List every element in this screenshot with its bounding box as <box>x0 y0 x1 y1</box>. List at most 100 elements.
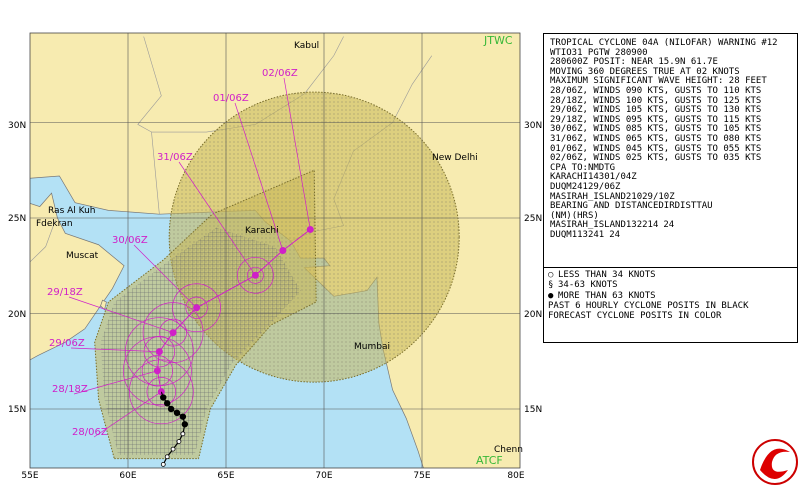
wind-radius <box>172 283 221 333</box>
past-posit <box>179 413 187 420</box>
past-posit <box>181 421 189 428</box>
forecast-time-label: 30/06Z <box>112 235 148 246</box>
lat-label: 15N <box>524 405 542 415</box>
bearing-subheader: (HRS) <box>571 210 599 221</box>
place: Chenn <box>494 445 523 455</box>
warning-panel: TROPICAL CYCLONE 04A (NILOFAR) WARNING #… <box>543 33 798 268</box>
lon-label: 55E <box>21 471 38 481</box>
forecast-time-label: 02/06Z <box>262 68 298 79</box>
legend-row: § 34-63 KNOTS <box>548 281 797 291</box>
past-posit <box>160 394 167 401</box>
island <box>100 299 107 311</box>
warning-line: 01/06Z, WINDS 045 KTS, GUSTS TO 055 KTS <box>550 143 762 154</box>
cpa-cell: 01/04Z <box>604 172 637 183</box>
bearing-header: DIST <box>674 201 697 212</box>
text-row: 31/06Z, WINDS 065 KTS, GUSTS TO 080 KTS <box>550 134 797 145</box>
cpa-cell: 29/10Z <box>642 191 675 202</box>
text-row: TROPICAL CYCLONE 04A (NILOFAR) WARNING #… <box>550 38 797 49</box>
lat-label: 30N <box>524 121 542 131</box>
label-leader <box>178 161 256 276</box>
past-posit <box>160 461 166 467</box>
warning-line: 28/18Z, WINDS 100 KTS, GUSTS TO 125 KTS <box>550 95 762 106</box>
watermark: ATCF <box>476 454 503 467</box>
legend-symbol: § <box>548 280 554 291</box>
lat-label: 20N <box>8 310 26 320</box>
bearing-cell: 132 <box>625 220 643 231</box>
text-row: 02/06Z, WINDS 025 KTS, GUSTS TO 035 KTS <box>550 153 797 164</box>
text-row: CPA TO:NMDTG <box>550 162 797 174</box>
cpa-cell: 29/06Z <box>587 181 621 192</box>
cpa-cell: 210 <box>625 191 643 202</box>
label-leader <box>133 244 197 309</box>
wind-radius <box>159 318 187 347</box>
text-row: MASIRAH_ISLAND132214 24 <box>550 220 797 231</box>
wind-radius <box>141 355 174 387</box>
bearing-cell: 113 <box>571 229 588 240</box>
legend-symbol: ○ <box>548 270 554 280</box>
warning-line: WTIO31 PGTW 280900 <box>550 47 648 58</box>
wind-34-63-area <box>100 227 301 455</box>
warning-line: 280600Z POSIT: NEAR 15.9N 61.7E <box>550 57 718 68</box>
lon-label: 70E <box>315 471 332 481</box>
text-row: 29/06Z, WINDS 105 KTS, GUSTS TO 130 KTS <box>550 105 797 116</box>
text-row: 30/06Z, WINDS 085 KTS, GUSTS TO 105 KTS <box>550 125 797 135</box>
lat-label: 30N <box>8 121 26 131</box>
cpa-cell: KARACHI <box>550 172 588 183</box>
legend-panel: ○ LESS THAN 34 KNOTS § 34-63 KNOTS ● MORE THA… <box>543 267 798 343</box>
lat-label: 20N <box>524 310 542 320</box>
past-posit <box>164 454 170 460</box>
text-row: MASIRAH_ISLAND21029/10Z <box>550 191 797 203</box>
text-row: 29/18Z, WINDS 095 KTS, GUSTS TO 115 KTS <box>550 115 797 126</box>
label-leader <box>93 391 162 438</box>
label-leader <box>68 296 174 333</box>
text-row: MAXIMUM SIGNIFICANT WAVE HEIGHT: 28 FEET <box>550 77 797 87</box>
text-row: DUQM24129/06Z <box>550 181 797 193</box>
forecast-time-label: 29/06Z <box>49 338 85 349</box>
text-row: 28/06Z, WINDS 090 KTS, GUSTS TO 110 KTS <box>550 85 797 97</box>
wind-radius <box>142 302 204 363</box>
text-row: KARACHI14301/04Z <box>550 173 797 183</box>
place: New Delhi <box>432 153 478 163</box>
lon-label: 65E <box>217 471 234 481</box>
bearing-cell: 241 <box>587 229 605 240</box>
cpa-cell: MASIRAH_ISLAND <box>550 191 626 202</box>
wind-radius <box>237 256 274 294</box>
legend-row: PAST 6 HOURLY CYCLONE POSITS IN BLACK <box>548 301 797 312</box>
lat-label: 15N <box>8 405 26 415</box>
bearing-cell: MASIRAH_ISLAND <box>550 220 626 231</box>
text-row: DUQM113241 24 <box>550 229 797 241</box>
wind-radius <box>185 296 208 319</box>
label-leader <box>73 370 158 395</box>
forecast-time-label: 01/06Z <box>213 93 249 104</box>
logo <box>752 439 798 485</box>
label-leader <box>70 347 160 353</box>
cpa-header: CPA TO: <box>550 162 588 173</box>
label-leader <box>234 102 284 251</box>
bearing-cell: 214 <box>642 220 659 231</box>
wind-radius <box>123 336 192 406</box>
legend-symbol: ● <box>548 290 554 301</box>
bearing-cell: DUQM <box>550 229 572 240</box>
legend-text: MORE THAN 63 KNOTS <box>558 290 656 301</box>
wind-radius <box>246 266 264 284</box>
text-row: 01/06Z, WINDS 045 KTS, GUSTS TO 055 KTS <box>550 143 797 155</box>
label-leader <box>283 77 311 230</box>
cpa-cell: 143 <box>587 172 605 183</box>
warning-line: 28/06Z, WINDS 090 KTS, GUSTS TO 110 KTS <box>550 85 762 96</box>
place: Fdekran <box>36 219 73 229</box>
warning-line: 02/06Z, WINDS 025 KTS, GUSTS TO 035 KTS <box>550 153 762 164</box>
forecast-time-label: 28/06Z <box>72 427 108 438</box>
cpa-cell: DUQM <box>550 181 572 192</box>
land <box>30 192 125 361</box>
bearing-header: BEARING AND DISTANCE <box>550 201 659 212</box>
place: Muscat <box>66 251 99 261</box>
cpa-header: NM <box>587 162 599 173</box>
warning-line: 30/06Z, WINDS 085 KTS, GUSTS TO 105 KTS <box>550 124 762 135</box>
place: Kabul <box>294 41 319 51</box>
forecast-time-label: 29/18Z <box>47 287 83 298</box>
bearing-cell: 24 <box>609 229 621 240</box>
text-row: (NM)(HRS) <box>550 210 797 222</box>
text-row: WTIO31 PGTW 280900 <box>550 47 797 59</box>
